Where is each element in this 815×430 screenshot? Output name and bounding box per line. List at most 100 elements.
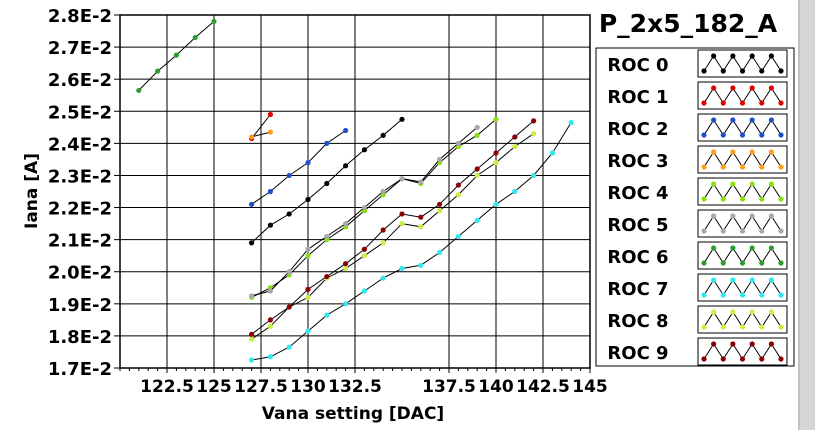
- legend-sample-marker-roc-4: [739, 196, 746, 202]
- data-point-roc-9: [474, 166, 480, 172]
- legend-label-roc-0: ROC 0: [607, 55, 668, 76]
- legend-label-roc-5: ROC 5: [607, 215, 668, 236]
- data-point-roc-3: [267, 129, 273, 135]
- legend-sample-marker-roc-5: [711, 213, 717, 219]
- scrollbar-track[interactable]: [800, 0, 815, 430]
- data-point-roc-0: [380, 132, 386, 138]
- data-point-roc-5: [324, 233, 330, 240]
- y-tick-label: 1.9E-2: [48, 295, 112, 316]
- data-point-roc-9: [267, 317, 273, 323]
- data-point-roc-1: [267, 111, 273, 118]
- legend-sample-marker-roc-7: [768, 277, 774, 283]
- data-point-roc-0: [286, 211, 292, 217]
- legend-sample-marker-roc-9: [739, 356, 746, 362]
- legend-sample-marker-roc-7: [711, 277, 717, 283]
- data-point-roc-8: [418, 224, 424, 230]
- legend-label-roc-6: ROC 6: [607, 247, 668, 268]
- data-point-roc-2: [267, 188, 273, 195]
- legend-sample-marker-roc-3: [720, 164, 726, 170]
- legend-sample-marker-roc-5: [759, 228, 765, 234]
- data-point-roc-2: [324, 140, 330, 146]
- legend-sample-marker-roc-9: [749, 341, 755, 347]
- legend-sample-marker-roc-9: [720, 356, 726, 362]
- data-point-roc-8: [249, 336, 255, 342]
- legend-sample-marker-roc-3: [739, 164, 746, 170]
- data-point-roc-6: [211, 18, 217, 25]
- legend-sample-marker-roc-4: [711, 181, 717, 187]
- legend-sample-marker-roc-8: [739, 324, 746, 330]
- legend-sample-marker-roc-4: [749, 181, 755, 187]
- x-tick-label: 127.5: [234, 377, 288, 397]
- legend-label-roc-3: ROC 3: [607, 151, 668, 172]
- legend-sample-marker-roc-1: [701, 100, 707, 106]
- x-tick-label: 132.5: [328, 377, 382, 397]
- data-point-roc-8: [512, 143, 518, 150]
- legend-sample-marker-roc-0: [739, 68, 746, 74]
- series-lines: [136, 18, 574, 363]
- legend-sample-marker-roc-3: [759, 164, 765, 170]
- chart-title: P_2x5_182_A: [599, 9, 778, 38]
- data-point-roc-8: [343, 265, 349, 272]
- data-point-roc-9: [493, 150, 499, 156]
- data-point-roc-0: [361, 147, 367, 153]
- y-tick-label: 2.1E-2: [48, 231, 112, 252]
- y-tick-label: 1.8E-2: [48, 327, 112, 348]
- legend-sample-marker-roc-9: [759, 356, 765, 362]
- legend-sample-marker-roc-0: [711, 53, 717, 59]
- legend-sample-marker-roc-6: [720, 260, 726, 266]
- data-point-roc-7: [493, 201, 499, 207]
- legend-sample-marker-roc-1: [749, 85, 755, 91]
- data-point-roc-0: [399, 116, 405, 122]
- data-point-roc-8: [399, 220, 405, 227]
- data-point-roc-6: [173, 52, 179, 58]
- legend-sample-marker-roc-3: [711, 149, 717, 155]
- legend-sample-marker-roc-6: [749, 245, 755, 251]
- data-point-roc-5: [474, 124, 480, 130]
- data-point-roc-7: [474, 217, 480, 223]
- x-axis-label: Vana setting [DAC]: [262, 404, 444, 424]
- y-tick-label: 1.7E-2: [48, 359, 112, 380]
- legend-sample-marker-roc-7: [720, 292, 726, 298]
- legend-sample-marker-roc-5: [778, 228, 784, 234]
- data-point-roc-8: [493, 160, 499, 166]
- legend-sample-marker-roc-6: [701, 260, 707, 266]
- data-point-roc-7: [455, 233, 461, 240]
- data-point-roc-4: [493, 116, 499, 122]
- data-point-roc-2: [343, 127, 349, 134]
- legend-sample-marker-roc-8: [759, 324, 765, 330]
- legend-sample-marker-roc-7: [749, 277, 755, 283]
- data-point-roc-9: [437, 201, 443, 207]
- x-tick-label: 122.5: [140, 377, 194, 397]
- y-tick-label: 2.8E-2: [48, 6, 112, 27]
- legend-sample-marker-roc-1: [759, 100, 765, 106]
- legend-sample-marker-roc-3: [778, 164, 784, 170]
- y-tick-label: 2.2E-2: [48, 199, 112, 220]
- legend-sample-marker-roc-2: [730, 117, 736, 123]
- data-point-roc-5: [286, 269, 292, 275]
- legend-sample-marker-roc-8: [730, 309, 736, 315]
- legend-sample-marker-roc-5: [720, 228, 726, 234]
- legend-sample-marker-roc-7: [778, 292, 784, 298]
- data-point-roc-7: [380, 275, 386, 281]
- legend-sample-marker-roc-3: [768, 149, 774, 155]
- y-tick-label: 2.7E-2: [48, 38, 112, 59]
- x-tick-label: 137.5: [422, 377, 476, 397]
- data-point-roc-5: [249, 293, 255, 299]
- legend-sample-marker-roc-0: [749, 53, 755, 59]
- data-point-roc-8: [437, 208, 443, 214]
- legend-sample-marker-roc-6: [730, 245, 736, 251]
- legend-sample-marker-roc-7: [701, 292, 707, 298]
- y-tick-label: 2.5E-2: [48, 102, 112, 123]
- legend-sample-marker-roc-2: [749, 117, 755, 123]
- legend-sample-marker-roc-2: [778, 132, 784, 138]
- legend-sample-marker-roc-0: [720, 68, 726, 74]
- data-point-roc-5: [437, 156, 443, 163]
- legend-sample-marker-roc-8: [778, 324, 784, 330]
- legend-sample-marker-roc-2: [739, 132, 746, 138]
- legend-sample-marker-roc-8: [711, 309, 717, 315]
- legend-sample-marker-roc-8: [749, 309, 755, 315]
- data-point-roc-9: [455, 182, 461, 188]
- legend-label-roc-4: ROC 4: [607, 183, 668, 204]
- legend-label-roc-7: ROC 7: [607, 279, 668, 300]
- series-line-roc-1: [251, 114, 271, 139]
